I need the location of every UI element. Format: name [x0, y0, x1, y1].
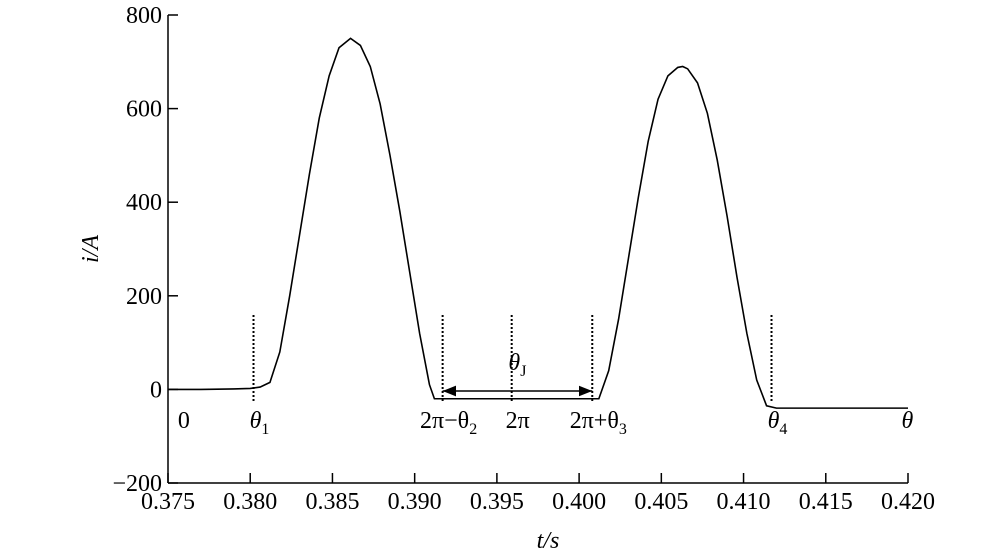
span-label-text: θ	[508, 350, 520, 376]
x-tick-label: 0.395	[470, 489, 524, 515]
annotation-label-subscript: 1	[261, 421, 269, 438]
x-tick-label: 0.400	[552, 489, 606, 515]
annotation-label: 2π	[506, 408, 530, 434]
annotation-label: 0	[178, 408, 190, 434]
annotation-label-text: 2π+θ	[570, 408, 619, 434]
x-tick-label: 0.415	[799, 489, 853, 515]
y-tick-label: 600	[126, 97, 162, 123]
y-tick-label: 200	[126, 284, 162, 310]
annotation-label: θ	[902, 408, 914, 434]
span-label: θJ	[508, 350, 526, 380]
x-tick-label: 0.375	[141, 489, 195, 515]
x-axis-label: t/s	[537, 528, 560, 554]
current-line	[168, 37, 908, 409]
annotation-label: 2π+θ3	[570, 408, 627, 438]
x-tick-label: 0.420	[881, 489, 935, 515]
annotation-label-text: 0	[178, 408, 190, 434]
y-tick-label: 800	[126, 3, 162, 29]
annotation-label: 2π−θ2	[420, 408, 477, 438]
x-tick-label: 0.410	[717, 489, 771, 515]
x-tick-label: 0.380	[223, 489, 277, 515]
y-axis-label: i/A	[78, 235, 104, 263]
annotation-label-subscript: 2	[469, 421, 477, 438]
x-tick-label: 0.385	[305, 489, 359, 515]
y-tick-label: 0	[150, 377, 162, 403]
annotation-label-text: 2π	[506, 408, 530, 434]
annotation-label-subscript: 4	[779, 421, 787, 438]
span-label-subscript: J	[520, 363, 526, 380]
annotation-label-text: θ	[768, 408, 780, 434]
y-tick-label: −200	[112, 471, 162, 497]
annotation-label-text: 2π−θ	[420, 408, 469, 434]
y-tick-label: 400	[126, 190, 162, 216]
annotation-label: θ1	[250, 408, 270, 438]
annotation-label: θ4	[768, 408, 788, 438]
x-tick-label: 0.405	[634, 489, 688, 515]
x-tick-label: 0.390	[388, 489, 442, 515]
annotation-label-text: θ	[902, 408, 914, 434]
annotation-label-text: θ	[250, 408, 262, 434]
annotation-label-subscript: 3	[619, 421, 627, 438]
